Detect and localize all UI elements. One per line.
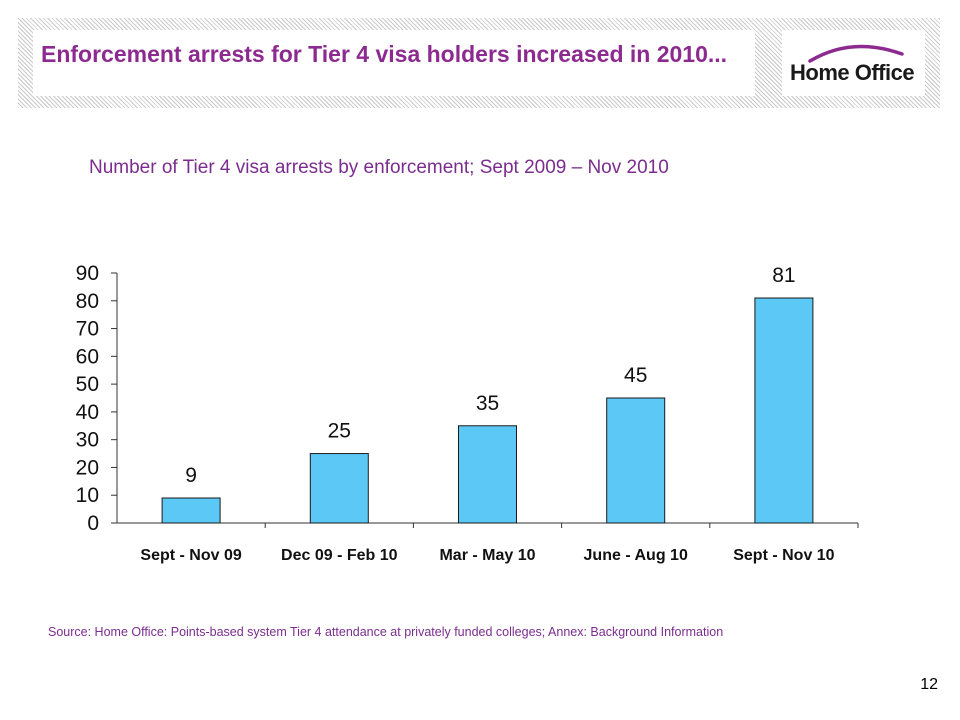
x-tick-label: Dec 09 - Feb 10 xyxy=(281,547,398,564)
bar xyxy=(754,297,814,524)
y-tick-label: 80 xyxy=(76,290,99,313)
y-tick-label: 70 xyxy=(76,318,99,341)
y-tick-label: 60 xyxy=(76,345,99,368)
data-label: 25 xyxy=(328,420,351,443)
y-tick-label: 30 xyxy=(76,429,99,452)
data-label: 81 xyxy=(772,264,795,287)
y-tick-label: 0 xyxy=(87,512,99,535)
chart-subtitle: Number of Tier 4 visa arrests by enforce… xyxy=(89,157,669,178)
bar xyxy=(458,425,517,524)
title-box: Enforcement arrests for Tier 4 visa hold… xyxy=(33,30,755,96)
bar xyxy=(309,453,369,524)
data-label: 35 xyxy=(476,392,499,415)
bar-chart: 0 10 20 30 40 50 60 70 80 90 9 Sept - Nov 09 25 Dec 0… xyxy=(76,262,859,564)
title-banner: Enforcement arrests for Tier 4 visa hold… xyxy=(18,18,940,108)
y-tick-label: 50 xyxy=(76,373,99,396)
logo-text: Home Office xyxy=(790,60,915,85)
bar xyxy=(606,397,666,524)
data-label: 9 xyxy=(185,464,197,487)
y-tick-label: 20 xyxy=(76,456,99,479)
y-tick-label: 40 xyxy=(76,401,99,424)
source-note: Source: Home Office: Points-based system… xyxy=(48,625,724,639)
logo-arc-icon xyxy=(808,44,904,63)
x-tick-label: June - Aug 10 xyxy=(584,547,688,564)
page-number: 12 xyxy=(920,676,938,693)
x-tick-label: Sept - Nov 10 xyxy=(733,547,834,564)
home-office-logo: Home Office xyxy=(782,30,925,96)
y-tick-label: 90 xyxy=(76,262,99,285)
data-label: 45 xyxy=(624,364,647,387)
x-tick-label: Sept - Nov 09 xyxy=(140,547,241,564)
bar xyxy=(161,497,221,524)
x-tick-label: Mar - May 10 xyxy=(439,547,535,564)
slide-title: Enforcement arrests for Tier 4 visa hold… xyxy=(41,41,728,67)
y-tick-label: 10 xyxy=(76,484,99,507)
